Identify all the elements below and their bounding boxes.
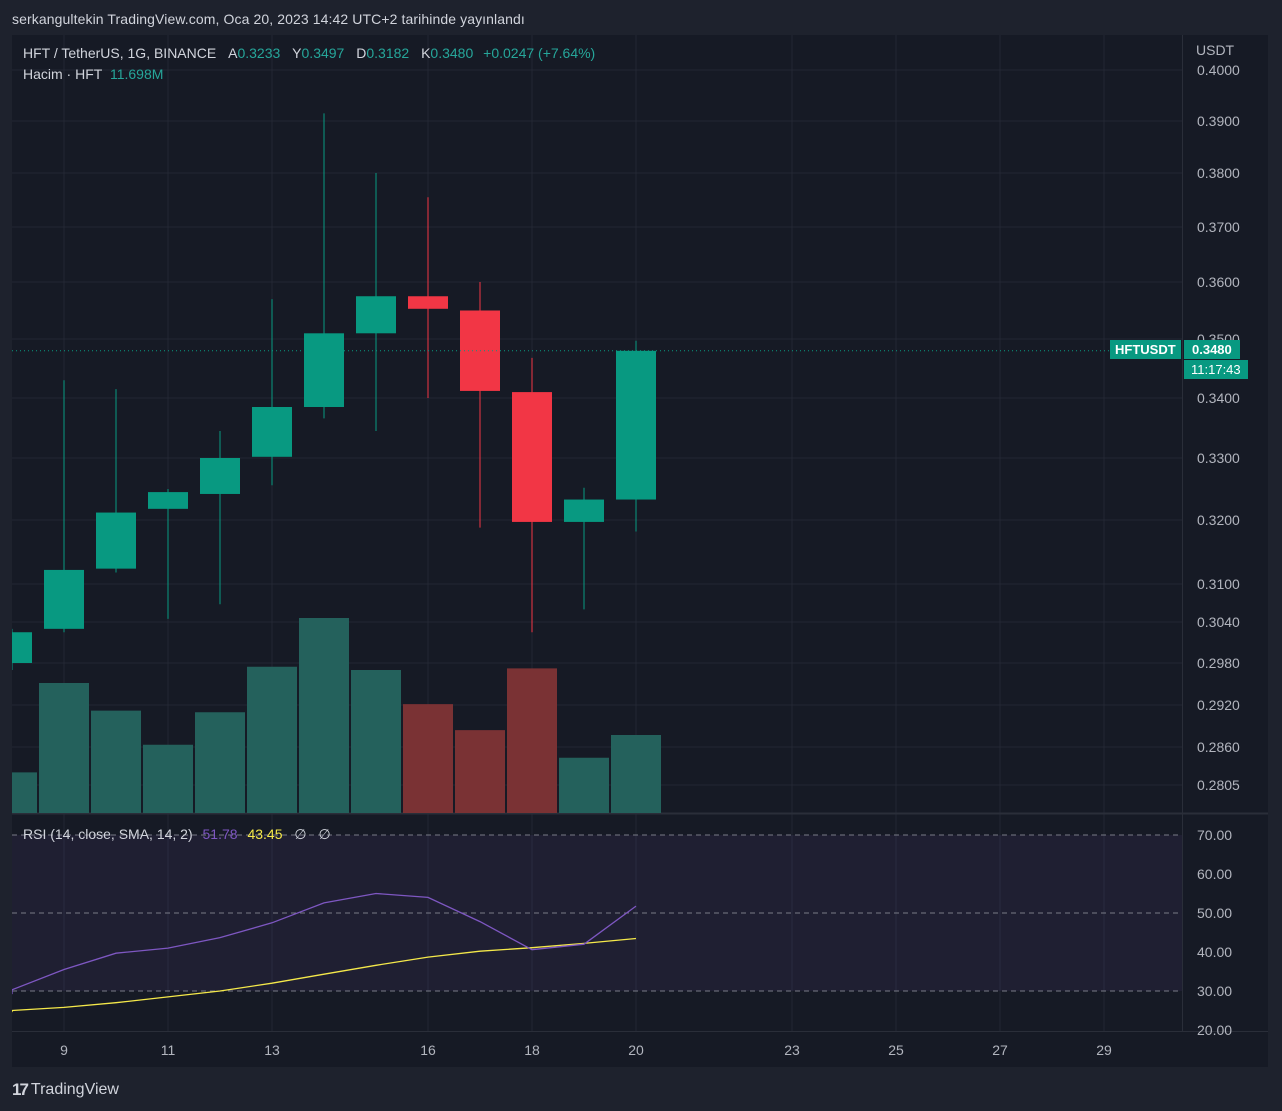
time-tick-label: 29 (1096, 1042, 1112, 1058)
time-tick-label: 11 (161, 1042, 176, 1058)
time-tick-label: 9 (60, 1042, 68, 1058)
time-tick-label: 20 (628, 1042, 644, 1058)
volume-bar-16 (403, 704, 453, 813)
candle-body-12 (200, 458, 240, 494)
volume-bar-13 (247, 666, 297, 813)
publish-caption: serkangultekin TradingView.com, Oca 20, … (12, 11, 525, 27)
candle-body-11 (148, 492, 188, 509)
volume-legend: Hacim · HFT 11.698M (23, 66, 163, 82)
candle-body-19 (564, 499, 604, 522)
price-tick-label: 0.3200 (1197, 512, 1240, 528)
candle-body-18 (512, 392, 552, 522)
rsi-tick-label: 70.00 (1197, 827, 1232, 843)
volume-bar-10 (91, 710, 141, 813)
time-tick-label: 27 (992, 1042, 1008, 1058)
price-tag-price: 0.3480 (1184, 340, 1240, 359)
candle-body-15 (356, 296, 396, 334)
price-tag-symbol: HFTUSDT (1110, 340, 1181, 359)
time-tick-label: 25 (888, 1042, 904, 1058)
price-tick-label: 0.3400 (1197, 390, 1240, 406)
symbol-title[interactable]: HFT / TetherUS, 1G, BINANCE (23, 45, 217, 61)
close-key: K (421, 45, 431, 61)
rsi-label[interactable]: RSI (14, close, SMA, 14, 2) (23, 826, 193, 842)
candle-body-9 (44, 569, 84, 629)
rsi-tick-label: 50.00 (1197, 905, 1232, 921)
price-tick-label: 0.3100 (1197, 576, 1240, 592)
tradingview-logo-icon: 17 (12, 1080, 29, 1099)
brand-name: TradingView (30, 1081, 119, 1098)
chart-canvas[interactable]: 0.40000.39000.38000.37000.36000.35000.34… (12, 35, 1268, 1067)
change-value: +0.0247 (+7.64%) (483, 45, 596, 61)
price-tick-label: 0.3700 (1197, 219, 1240, 235)
volume-bar-20 (611, 735, 661, 813)
price-tick-label: 0.3600 (1197, 274, 1240, 290)
chart-frame (12, 35, 1268, 1067)
low-value: 0.3182 (366, 45, 410, 61)
rsi-legend: RSI (14, close, SMA, 14, 2) 51.78 43.45 … (23, 826, 331, 843)
volume-bar-9 (39, 683, 89, 813)
rsi-na-2: ∅ (318, 826, 331, 842)
candle-body-14 (304, 333, 344, 407)
candle-body-8 (12, 632, 32, 663)
volume-value: 11.698M (109, 66, 164, 82)
volume-bar-19 (559, 757, 609, 813)
high-value: 0.3497 (301, 45, 345, 61)
rsi-value: 51.78 (202, 826, 238, 842)
volume-label[interactable]: Hacim · HFT (23, 66, 103, 82)
price-tick-label: 0.4000 (1197, 62, 1240, 78)
rsi-na-1: ∅ (294, 826, 307, 842)
price-tick-label: 0.3300 (1197, 450, 1240, 466)
currency-label: USDT (1196, 42, 1235, 58)
rsi-tick-label: 20.00 (1197, 1022, 1232, 1038)
rsi-sma-line (12, 937, 637, 1013)
rsi-tick-label: 60.00 (1197, 866, 1232, 882)
rsi-line (12, 892, 637, 995)
volume-bar-17 (455, 730, 505, 813)
rsi-sma-value: 43.45 (247, 826, 283, 842)
time-tick-label: 16 (420, 1042, 436, 1058)
low-key: D (356, 45, 367, 61)
open-value: 0.3233 (237, 45, 281, 61)
time-tick-label: 18 (524, 1042, 540, 1058)
high-key: Y (292, 45, 302, 61)
time-tick-label: 23 (784, 1042, 800, 1058)
price-tick-label: 0.2980 (1197, 655, 1240, 671)
symbol-legend: HFT / TetherUS, 1G, BINANCE A0.3233 Y0.3… (23, 45, 595, 61)
candle-body-10 (96, 512, 136, 569)
time-tick-label: 13 (264, 1042, 280, 1058)
volume-bar-14 (299, 618, 349, 813)
close-value: 0.3480 (430, 45, 474, 61)
volume-bar-15 (351, 670, 401, 813)
price-tick-label: 0.2805 (1197, 777, 1240, 793)
candle-body-13 (252, 407, 292, 457)
tradingview-brand[interactable]: 17 TradingView (12, 1080, 119, 1100)
volume-bar-12 (195, 712, 245, 813)
price-tick-label: 0.2920 (1197, 697, 1240, 713)
rsi-tick-label: 40.00 (1197, 944, 1232, 960)
price-tag-countdown: 11:17:43 (1184, 360, 1248, 379)
price-tick-label: 0.3040 (1197, 614, 1240, 630)
volume-bar-11 (143, 744, 193, 813)
rsi-tick-label: 30.00 (1197, 983, 1232, 999)
candle-body-20 (616, 350, 656, 500)
price-tick-label: 0.3800 (1197, 165, 1240, 181)
volume-bar-18 (507, 668, 557, 813)
price-tick-label: 0.2860 (1197, 739, 1240, 755)
candle-body-16 (408, 296, 448, 309)
open-key: A (228, 45, 238, 61)
price-tick-label: 0.3900 (1197, 113, 1240, 129)
volume-bar-8 (12, 772, 37, 813)
